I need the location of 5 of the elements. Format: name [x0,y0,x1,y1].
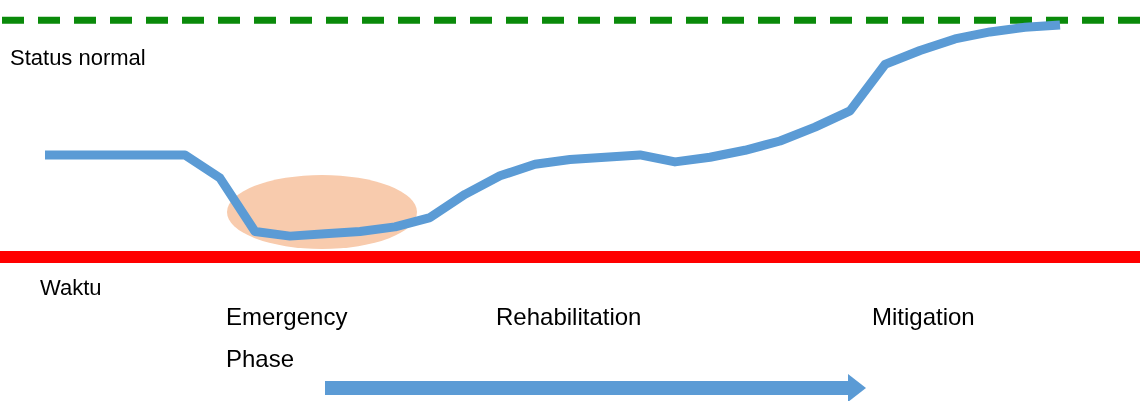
text: Mitigation [872,303,975,330]
x-axis-title: Waktu [40,275,102,300]
text: Rehabilitation [496,303,642,330]
text: Emergency Phase [226,303,348,372]
ref-line-label: Status normal [10,45,146,70]
